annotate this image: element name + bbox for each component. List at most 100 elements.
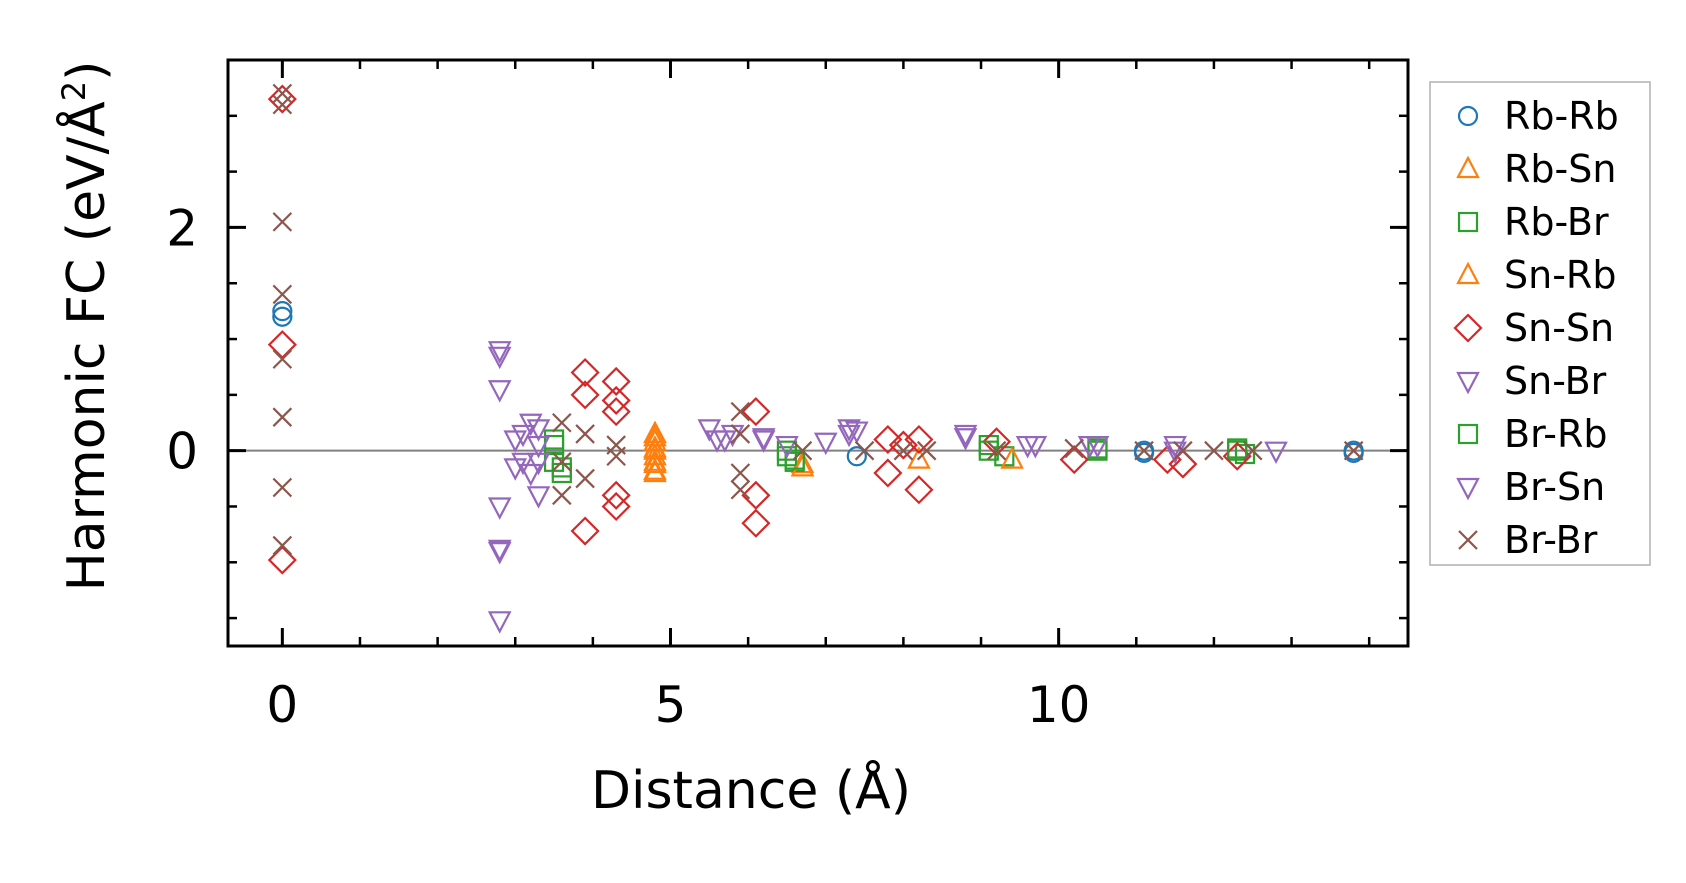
data-point-br-br — [575, 468, 595, 489]
legend-label-br-sn: Br-Sn — [1504, 465, 1605, 509]
legend-item-rb-br: Rb-Br — [1457, 200, 1609, 244]
data-point-sn-sn — [904, 424, 934, 455]
legend-label-sn-br: Sn-Br — [1504, 359, 1607, 403]
data-point-br-br — [792, 440, 813, 461]
data-point-br-sn — [1264, 441, 1288, 465]
y-axis-label-superscript: 2 — [55, 81, 93, 101]
data-point-sn-sn — [601, 366, 631, 397]
plot-area: 0 5 10 0 2 — [166, 58, 1410, 734]
data-point-br-br — [1204, 440, 1224, 461]
data-point-br-sn — [775, 435, 799, 459]
legend-label-rb-sn: Rb-Sn — [1504, 147, 1616, 191]
legend-item-br-rb: Br-Rb — [1457, 412, 1608, 456]
legend-item-br-sn: Br-Sn — [1456, 465, 1605, 509]
data-point-sn-rb — [790, 454, 815, 477]
data-point-sn-sn — [267, 545, 297, 575]
data-point-sn-br — [697, 419, 722, 442]
data-point-br-sn — [1085, 435, 1110, 459]
data-point-br-br — [986, 440, 1007, 461]
plot-frame — [226, 58, 1410, 648]
y-axis-label: Harmonic FC (eV/Å2) — [55, 61, 117, 592]
legend-marker-sn-sn — [1453, 313, 1483, 343]
data-point-rb-rb — [1133, 442, 1155, 463]
legend-marker-rb-rb — [1457, 105, 1479, 127]
legend-marker-sn-rb — [1456, 261, 1480, 285]
data-point-br-sn — [1023, 435, 1048, 459]
data-point-sn-rb — [1000, 446, 1024, 469]
data-point-br-br — [552, 412, 572, 433]
data-point-rb-rb — [272, 306, 293, 327]
x-tick-label: 0 — [266, 676, 298, 734]
data-point-br-br — [272, 407, 293, 427]
data-point-rb-sn — [790, 450, 815, 474]
series-rb-rb — [272, 301, 1364, 467]
data-point-sn-sn — [1059, 445, 1089, 475]
data-point-br-br — [272, 535, 293, 556]
data-point-br-sn — [511, 452, 535, 476]
legend-label-sn-rb: Sn-Rb — [1504, 253, 1616, 297]
legend-marker-br-rb — [1457, 423, 1479, 445]
legend-label-rb-br: Rb-Br — [1504, 200, 1609, 244]
data-point-sn-br — [518, 463, 543, 487]
data-point-sn-sn — [741, 508, 771, 538]
data-point-sn-rb — [643, 423, 667, 447]
legend-marker-rb-sn — [1456, 155, 1480, 179]
data-point-sn-br — [487, 380, 512, 403]
y-axis-label-main: Harmonic FC (eV/Å — [55, 101, 117, 592]
x-tick-label: 10 — [1027, 676, 1091, 734]
data-point-br-rb — [784, 449, 805, 470]
data-point-sn-br — [526, 486, 551, 509]
legend-item-sn-sn: Sn-Sn — [1453, 306, 1614, 350]
legend-item-sn-rb: Sn-Rb — [1456, 253, 1616, 297]
data-point-sn-sn — [888, 430, 918, 460]
data-point-br-sn — [503, 430, 528, 453]
data-point-br-br — [272, 212, 293, 232]
data-point-sn-sn — [873, 458, 903, 488]
data-point-sn-sn — [601, 385, 631, 415]
data-point-br-br — [854, 440, 875, 461]
data-point-sn-rb — [643, 459, 667, 483]
data-point-br-sn — [487, 346, 512, 370]
data-point-br-br — [730, 401, 751, 422]
legend-label-br-br: Br-Br — [1504, 518, 1598, 562]
legend-marker-rb-br — [1457, 211, 1479, 233]
data-point-br-br — [1343, 440, 1364, 461]
data-point-br-br — [552, 485, 572, 506]
series-br-br — [272, 83, 1364, 556]
data-point-sn-rb — [643, 448, 667, 471]
y-tick-label: 0 — [166, 423, 198, 481]
data-point-sn-rb — [643, 437, 667, 460]
legend-label-sn-sn: Sn-Sn — [1504, 306, 1614, 350]
legend-item-rb-sn: Rb-Sn — [1456, 147, 1616, 191]
y-axis-label-close: ) — [57, 61, 117, 81]
data-point-br-br — [730, 463, 751, 483]
data-point-sn-sn — [981, 427, 1012, 457]
data-point-sn-sn — [741, 397, 771, 427]
data-point-br-br — [272, 284, 293, 305]
data-point-br-rb — [1227, 438, 1248, 459]
legend-item-rb-rb: Rb-Rb — [1457, 94, 1619, 138]
legend-marker-br-sn — [1456, 477, 1480, 501]
data-point-sn-br — [511, 424, 535, 448]
legend-item-br-br: Br-Br — [1458, 518, 1598, 562]
data-point-sn-sn — [570, 380, 600, 410]
data-point-br-br — [272, 94, 293, 115]
data-point-br-br — [272, 477, 293, 498]
data-point-br-sn — [705, 430, 729, 453]
data-point-sn-br — [953, 424, 978, 448]
data-point-sn-sn — [601, 491, 631, 522]
y-tick-label: 2 — [166, 199, 198, 257]
data-point-sn-br — [487, 497, 512, 520]
legend-label-br-rb: Br-Rb — [1504, 412, 1608, 456]
data-point-br-sn — [518, 413, 543, 437]
data-point-rb-rb — [1343, 442, 1364, 463]
data-point-sn-br — [487, 611, 512, 634]
data-point-br-sn — [813, 432, 838, 456]
legend-marker-sn-br — [1456, 371, 1480, 395]
series-sn-sn — [267, 84, 1252, 575]
legend-marker-br-br — [1458, 530, 1478, 550]
data-point-sn-sn — [741, 480, 771, 510]
data-point-sn-sn — [873, 424, 903, 455]
